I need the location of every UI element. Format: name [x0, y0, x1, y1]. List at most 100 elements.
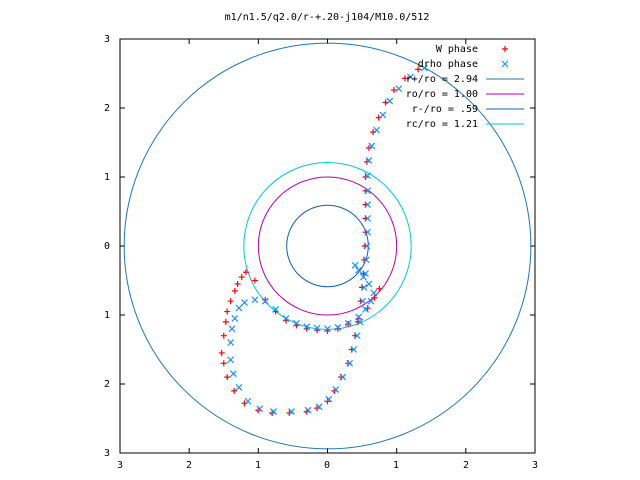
y-axis: 3 2 1 0 1 2 3 [104, 34, 535, 459]
y-tick-label: 2 [104, 103, 110, 114]
data-point [395, 85, 403, 93]
data-point [344, 319, 352, 327]
data-point [241, 299, 248, 307]
legend-label-r-minus: r-/ro = .59 [412, 104, 478, 115]
data-point [288, 408, 295, 416]
plot-frame [119, 38, 536, 454]
data-point [367, 297, 375, 305]
data-point [390, 87, 397, 94]
data-point [351, 261, 359, 269]
data-point [238, 274, 245, 281]
data-point [339, 373, 347, 381]
data-point [362, 306, 369, 313]
data-point [376, 285, 383, 292]
data-point [282, 315, 290, 322]
data-point [365, 157, 373, 164]
data-point [303, 323, 311, 331]
data-point [370, 289, 378, 297]
data-point [420, 64, 428, 72]
data-point [231, 287, 238, 294]
data-point [244, 397, 252, 405]
data-point [313, 324, 321, 332]
data-point [220, 360, 227, 367]
x-tick-label: 3 [117, 460, 123, 471]
data-point [231, 315, 239, 322]
data-point [227, 298, 234, 305]
data-point [346, 359, 354, 367]
x-tick-label: 3 [532, 460, 538, 471]
data-point [359, 297, 367, 305]
data-point [353, 332, 361, 340]
data-point [364, 214, 372, 222]
series-w-phase [218, 66, 422, 416]
series-drho-phase [227, 64, 428, 416]
data-point [332, 386, 340, 393]
circle-r-ro-59 [286, 204, 369, 288]
data-point [364, 187, 372, 195]
data-point [364, 228, 372, 236]
data-point [261, 297, 269, 305]
y-tick-label: 3 [104, 448, 110, 459]
circle-rc-ro-1-21 [243, 162, 412, 330]
data-point [365, 280, 373, 288]
legend-label-w-phase: W phase [436, 44, 478, 55]
legend-marker-w-phase [502, 46, 508, 52]
data-point [251, 277, 258, 284]
legend-label-r-plus: r+/ro = 2.94 [406, 74, 478, 85]
data-point [355, 313, 363, 321]
data-point [350, 346, 358, 353]
data-point [401, 75, 408, 82]
legend-label-rc: rc/ro = 1.21 [406, 119, 478, 130]
data-point [364, 172, 372, 180]
data-point [325, 395, 333, 403]
legend-label-drho-phase: drho phase [418, 59, 478, 70]
data-point [218, 349, 225, 356]
circle-r-ro-2-94 [123, 42, 532, 450]
data-point [230, 370, 237, 378]
data-point [270, 408, 277, 416]
y-tick-label: 2 [104, 379, 110, 390]
data-point [373, 126, 381, 134]
data-point [355, 266, 363, 274]
circle-ro-ro-1-00 [257, 176, 398, 316]
data-point [356, 318, 364, 326]
data-point [220, 332, 227, 339]
data-point [386, 97, 394, 105]
data-point [362, 270, 369, 278]
data-point [235, 384, 243, 391]
data-point [224, 308, 231, 315]
data-point [315, 403, 323, 411]
chart-title: m1/n1.5/q2.0/r-+.20-j104/M10.0/512 [225, 12, 430, 23]
y-tick-label: 0 [104, 241, 110, 252]
data-point [360, 273, 367, 281]
data-series [218, 64, 428, 416]
data-point [334, 323, 342, 331]
data-point [415, 66, 422, 73]
data-point [227, 339, 235, 347]
legend-label-ro: ro/ro = 1.00 [406, 89, 478, 100]
data-point [407, 73, 414, 81]
data-point [231, 387, 238, 394]
data-point [251, 296, 259, 304]
data-point [364, 201, 372, 209]
data-point [363, 242, 371, 250]
data-point [242, 269, 249, 276]
legend-marker-drho-phase [501, 60, 509, 68]
data-point [234, 280, 241, 287]
data-point [227, 356, 235, 364]
data-point [368, 142, 376, 150]
legend: W phase drho phase r+/ro = 2.94 ro/ro = … [406, 44, 524, 130]
data-point [362, 256, 370, 264]
data-point [224, 374, 231, 381]
data-point [379, 111, 387, 119]
x-tick-label: 2 [463, 460, 469, 471]
data-point [292, 319, 300, 327]
data-point [235, 304, 243, 312]
x-tick-label: 1 [393, 460, 399, 471]
data-point [371, 294, 378, 301]
data-point [360, 283, 368, 291]
data-point [324, 325, 331, 333]
y-tick-label: 3 [104, 34, 110, 45]
x-tick-label: 0 [324, 460, 330, 471]
